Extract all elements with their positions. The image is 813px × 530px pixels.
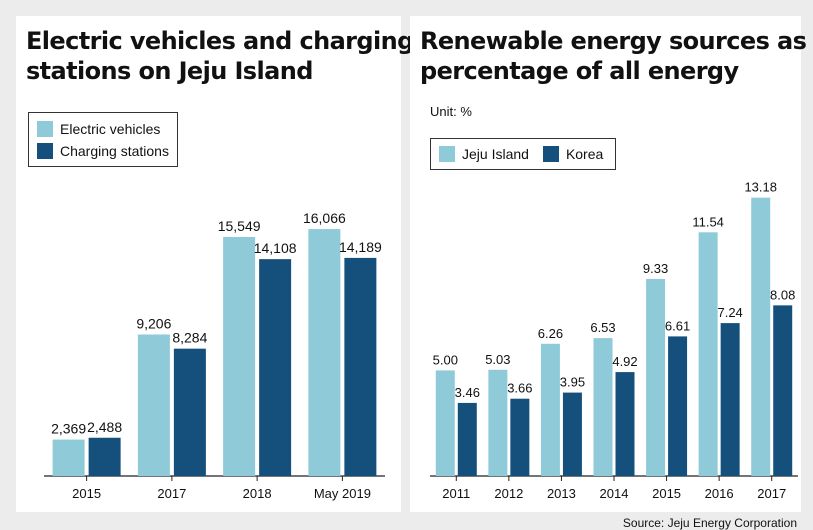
- renewable-tick-label-3: 2014: [600, 486, 629, 501]
- renewable-bar-dark-0: [457, 402, 477, 476]
- renewable-tick-label-5: 2016: [705, 486, 734, 501]
- ev-bar-light-1: [137, 334, 170, 476]
- ev-bar-dark-1: [173, 348, 206, 476]
- renewable-chart-legend: Jeju Island Korea: [430, 138, 617, 170]
- renewable-bar-light-0: [435, 370, 455, 476]
- renewable-bar-light-1: [488, 369, 508, 476]
- ev-chart-title: Electric vehicles and charging stations …: [26, 26, 414, 86]
- renewable-bar-dark-5: [720, 323, 740, 476]
- legend-swatch-dark: [37, 143, 53, 159]
- renewable-data-label-dark-1: 3.66: [507, 381, 532, 396]
- renewable-bar-light-6: [751, 197, 771, 477]
- legend-label-electric-vehicles: Electric vehicles: [60, 121, 161, 137]
- renewable-chart-title-line-2: percentage of all energy: [420, 57, 739, 85]
- renewable-data-label-dark-3: 4.92: [612, 354, 637, 369]
- ev-data-label-dark-3: 14,189: [339, 239, 382, 255]
- legend-label-jeju-island: Jeju Island: [462, 146, 529, 162]
- legend-label-charging-stations: Charging stations: [60, 143, 169, 159]
- ev-data-label-light-0: 2,369: [51, 421, 86, 437]
- renewable-data-label-light-6: 13.18: [744, 180, 777, 195]
- renewable-data-label-light-3: 6.53: [590, 320, 615, 335]
- ev-chart-panel: Electric vehicles and charging stations …: [16, 16, 414, 512]
- ev-data-label-light-1: 9,206: [136, 315, 171, 331]
- renewable-chart-title: Renewable energy sources as percentage o…: [420, 26, 807, 86]
- renewable-chart-title-line-1: Renewable energy sources as: [420, 27, 807, 55]
- renewable-data-label-light-4: 9.33: [643, 261, 668, 276]
- ev-data-label-dark-0: 2,488: [87, 419, 122, 435]
- renewable-bar-dark-3: [615, 372, 635, 476]
- renewable-tick-label-6: 2017: [757, 486, 786, 501]
- renewable-bar-light-5: [698, 232, 718, 476]
- legend-item-korea: Korea: [542, 143, 604, 165]
- legend-swatch-dark: [542, 146, 559, 162]
- renewable-data-label-light-2: 6.26: [538, 326, 563, 341]
- legend-swatch-light: [439, 146, 455, 162]
- renewable-bar-dark-4: [668, 336, 688, 476]
- renewable-data-label-light-0: 5.00: [433, 352, 458, 367]
- renewable-chart-panel: Renewable energy sources as percentage o…: [410, 16, 807, 530]
- legend-item-electric-vehicles: Electric vehicles: [37, 118, 169, 140]
- ev-tick-label-1: 2017: [157, 486, 186, 501]
- ev-tick-label-2: 2018: [243, 486, 272, 501]
- legend-label-korea: Korea: [565, 146, 604, 162]
- renewable-bar-light-3: [593, 338, 613, 476]
- ev-chart-legend: Electric vehicles Charging stations: [28, 112, 178, 167]
- ev-bar-dark-0: [88, 437, 121, 476]
- renewable-bar-chart: 5.00 3.46 2011 5.03 3.66 2012 6.26 3.95 2013 6.53…: [430, 180, 798, 501]
- legend-swatch-light: [37, 121, 53, 137]
- renewable-tick-label-1: 2012: [494, 486, 523, 501]
- ev-bar-light-3: [308, 229, 341, 476]
- renewable-data-label-dark-2: 3.95: [560, 375, 585, 390]
- renewable-bar-dark-1: [510, 398, 530, 476]
- source-note: Source: Jeju Energy Corporation: [622, 516, 797, 530]
- renewable-data-label-dark-5: 7.24: [717, 305, 742, 320]
- renewable-tick-label-4: 2015: [652, 486, 681, 501]
- ev-data-label-dark-1: 8,284: [172, 330, 207, 346]
- ev-bar-dark-3: [344, 257, 377, 476]
- renewable-tick-label-2: 2013: [547, 486, 576, 501]
- ev-data-label-light-3: 16,066: [303, 210, 346, 226]
- renewable-bar-dark-6: [773, 305, 793, 476]
- ev-bar-light-2: [223, 236, 256, 476]
- renewable-data-label-dark-4: 6.61: [665, 318, 690, 333]
- legend-item-charging-stations: Charging stations: [37, 140, 169, 162]
- renewable-bar-light-2: [540, 343, 560, 476]
- unit-label: Unit: %: [430, 104, 472, 119]
- renewable-data-label-dark-0: 3.46: [455, 385, 480, 400]
- renewable-data-label-dark-6: 8.08: [770, 287, 795, 302]
- ev-chart-title-line-1: Electric vehicles and charging: [26, 27, 414, 55]
- renewable-data-label-light-5: 11.54: [692, 214, 724, 229]
- renewable-tick-label-0: 2011: [442, 486, 470, 501]
- ev-bar-light-0: [52, 439, 85, 476]
- ev-data-label-light-2: 15,549: [218, 218, 261, 234]
- ev-tick-label-0: 2015: [72, 486, 101, 501]
- renewable-bar-dark-2: [562, 392, 582, 476]
- renewable-bar-light-4: [646, 278, 666, 476]
- renewable-data-label-light-1: 5.03: [485, 352, 510, 367]
- ev-tick-label-3: May 2019: [314, 486, 371, 501]
- ev-chart-title-line-2: stations on Jeju Island: [26, 57, 313, 85]
- legend-item-jeju-island: Jeju Island: [439, 143, 529, 165]
- ev-data-label-dark-2: 14,108: [254, 240, 297, 256]
- ev-bar-dark-2: [259, 259, 292, 476]
